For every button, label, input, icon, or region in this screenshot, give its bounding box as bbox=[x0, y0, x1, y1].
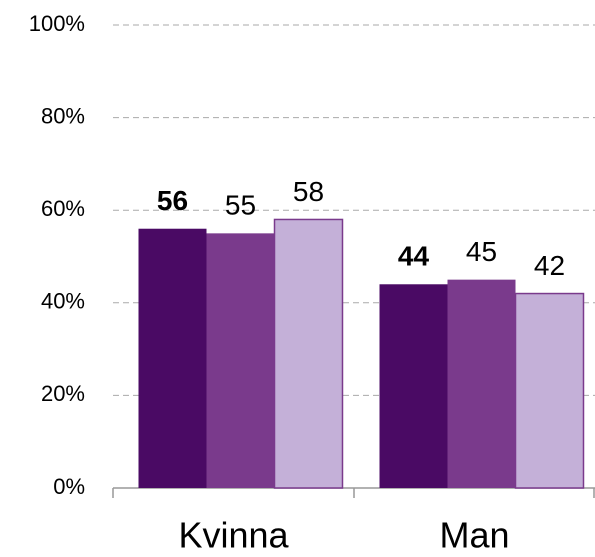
bar bbox=[138, 228, 207, 488]
y-tick-label: 60% bbox=[41, 196, 85, 221]
data-label: 44 bbox=[398, 241, 430, 272]
bar bbox=[206, 233, 275, 488]
y-tick-label: 20% bbox=[41, 381, 85, 406]
x-tick-label: Kvinna bbox=[178, 515, 289, 556]
data-label: 58 bbox=[293, 176, 324, 207]
x-tick-label: Man bbox=[439, 515, 509, 556]
y-tick-label: 80% bbox=[41, 103, 85, 128]
data-label: 56 bbox=[157, 185, 188, 216]
data-label: 45 bbox=[466, 236, 497, 267]
bar bbox=[514, 292, 585, 489]
bar bbox=[447, 279, 516, 488]
data-label: 55 bbox=[225, 190, 256, 221]
y-tick-label: 100% bbox=[29, 11, 85, 36]
bar bbox=[379, 284, 448, 488]
data-label: 42 bbox=[534, 250, 565, 281]
y-tick-label: 40% bbox=[41, 289, 85, 314]
y-tick-label: 0% bbox=[53, 474, 85, 499]
bar bbox=[273, 218, 344, 489]
